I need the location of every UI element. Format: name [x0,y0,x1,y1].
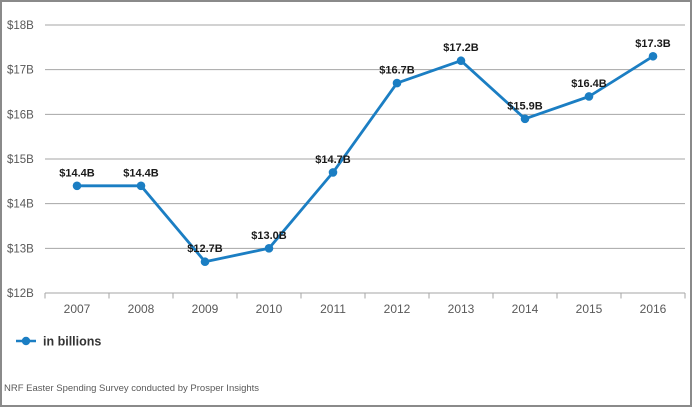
legend-label: in billions [43,335,101,349]
y-tick-label: $15B [7,154,34,166]
chart-legend: in billions [16,335,101,349]
x-tick-label: 2014 [512,302,539,316]
data-point-label: $17.3B [635,38,671,50]
data-point-markers [72,51,658,267]
x-tick-label: 2015 [576,302,603,316]
x-tick-label: 2008 [128,302,155,316]
y-tick-label: $16B [7,109,34,121]
data-point-label: $12.7B [187,243,223,255]
x-tick-label: 2012 [384,302,411,316]
data-point-marker [200,257,210,267]
x-tick-label: 2013 [448,302,475,316]
series-line [75,54,655,264]
y-tick-label: $13B [7,243,34,255]
data-point-marker [584,92,594,101]
data-point-label: $13.0B [251,230,287,242]
data-point-marker [72,181,82,191]
data-point-labels: $14.4B $14.4B $12.7B $13.0B $14.7B $16.7B $17.… [59,38,671,255]
data-series-line [75,54,655,264]
x-tick-label: 2011 [320,302,346,316]
data-point-marker [264,244,274,253]
data-point-marker [520,114,530,124]
data-point-label: $16.4B [571,78,607,90]
data-point-label: $15.9B [507,100,543,112]
y-axis-tick-labels: $12B $13B $14B $15B $16B $17B $18B [7,20,34,300]
data-point-label: $14.4B [123,167,159,179]
data-point-marker [456,56,466,66]
data-point-marker [136,181,146,191]
x-axis-tick-labels: 2007 2008 2009 2010 2011 2012 2013 2014 2015 2016 [64,302,667,316]
x-tick-label: 2016 [640,302,667,316]
data-point-marker [392,78,402,88]
data-point-marker [328,168,338,177]
y-tick-label: $12B [7,288,34,300]
data-point-label: $14.7B [315,154,351,166]
gridlines [45,24,685,294]
x-tick-label: 2010 [256,302,283,316]
x-tick-label: 2009 [192,302,219,316]
y-tick-label: $14B [7,199,34,211]
y-tick-label: $18B [7,20,34,32]
data-point-label: $17.2B [443,42,479,54]
source-attribution-text: NRF Easter Spending Survey conducted by … [4,383,259,394]
data-point-label: $16.7B [379,65,415,77]
data-point-label: $14.4B [59,167,95,179]
legend-dot-marker-icon [21,336,31,346]
x-tick-label: 2007 [64,302,91,316]
data-point-marker [648,51,658,61]
x-axis [44,293,686,299]
y-tick-label: $17B [7,65,34,77]
